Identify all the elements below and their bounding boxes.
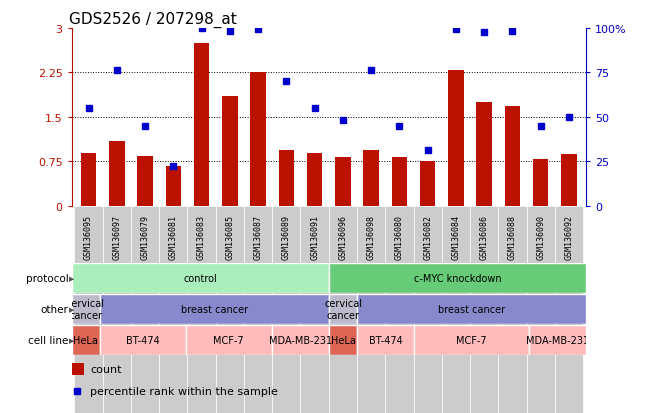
Bar <box>505 107 520 206</box>
Text: protocol: protocol <box>25 273 68 283</box>
Bar <box>392 158 407 206</box>
Bar <box>335 158 351 206</box>
Bar <box>329 325 357 355</box>
Bar <box>470 206 498 413</box>
Bar <box>222 97 238 206</box>
Bar <box>477 103 492 206</box>
Bar <box>329 294 357 324</box>
Bar <box>498 206 527 413</box>
Text: cell line: cell line <box>28 335 68 345</box>
Text: c-MYC knockdown: c-MYC knockdown <box>413 273 501 283</box>
Text: BT-474: BT-474 <box>126 335 160 345</box>
Bar <box>415 325 529 355</box>
Bar <box>72 325 100 355</box>
Bar <box>131 206 159 413</box>
Bar <box>307 153 322 206</box>
Text: other: other <box>40 304 68 314</box>
Bar <box>301 206 329 413</box>
Bar <box>109 141 124 206</box>
Bar <box>187 206 215 413</box>
Bar <box>159 206 187 413</box>
Bar <box>529 325 586 355</box>
Bar <box>357 206 385 413</box>
Text: percentile rank within the sample: percentile rank within the sample <box>90 386 278 396</box>
Text: cervical
cancer: cervical cancer <box>324 298 362 320</box>
Bar <box>100 325 186 355</box>
Text: MCF-7: MCF-7 <box>456 335 487 345</box>
Bar <box>81 153 96 206</box>
Bar <box>186 325 271 355</box>
Bar <box>363 150 379 206</box>
Bar <box>329 206 357 413</box>
Bar <box>413 206 442 413</box>
Bar <box>215 206 244 413</box>
Bar <box>72 294 100 324</box>
Bar <box>533 159 548 206</box>
Bar <box>357 294 586 324</box>
Text: ▶: ▶ <box>69 306 74 312</box>
Bar <box>329 263 586 293</box>
Text: HeLa: HeLa <box>331 335 355 345</box>
Bar <box>74 206 103 413</box>
Bar <box>194 44 210 206</box>
Bar <box>103 206 131 413</box>
Text: ▶: ▶ <box>69 275 74 281</box>
Bar <box>561 154 577 206</box>
Bar <box>72 363 85 375</box>
Text: cervical
cancer: cervical cancer <box>67 298 105 320</box>
Bar <box>442 206 470 413</box>
Bar <box>100 294 329 324</box>
Text: MDA-MB-231: MDA-MB-231 <box>526 335 589 345</box>
Text: control: control <box>184 273 217 283</box>
Bar <box>165 166 181 206</box>
Bar <box>137 156 153 206</box>
Bar <box>279 150 294 206</box>
Text: MDA-MB-231: MDA-MB-231 <box>269 335 332 345</box>
Text: ▶: ▶ <box>69 337 74 343</box>
Text: breast cancer: breast cancer <box>181 304 248 314</box>
Bar <box>251 74 266 206</box>
Text: MCF-7: MCF-7 <box>214 335 244 345</box>
Bar <box>555 206 583 413</box>
Bar <box>272 206 301 413</box>
Bar <box>271 325 329 355</box>
Bar <box>420 162 436 206</box>
Bar <box>72 263 329 293</box>
Bar <box>244 206 272 413</box>
Bar <box>357 325 415 355</box>
Bar <box>448 70 464 206</box>
Text: count: count <box>90 364 122 374</box>
Bar <box>385 206 413 413</box>
Text: HeLa: HeLa <box>74 335 98 345</box>
Text: breast cancer: breast cancer <box>438 304 505 314</box>
Bar <box>527 206 555 413</box>
Text: BT-474: BT-474 <box>369 335 403 345</box>
Text: GDS2526 / 207298_at: GDS2526 / 207298_at <box>69 12 237 28</box>
